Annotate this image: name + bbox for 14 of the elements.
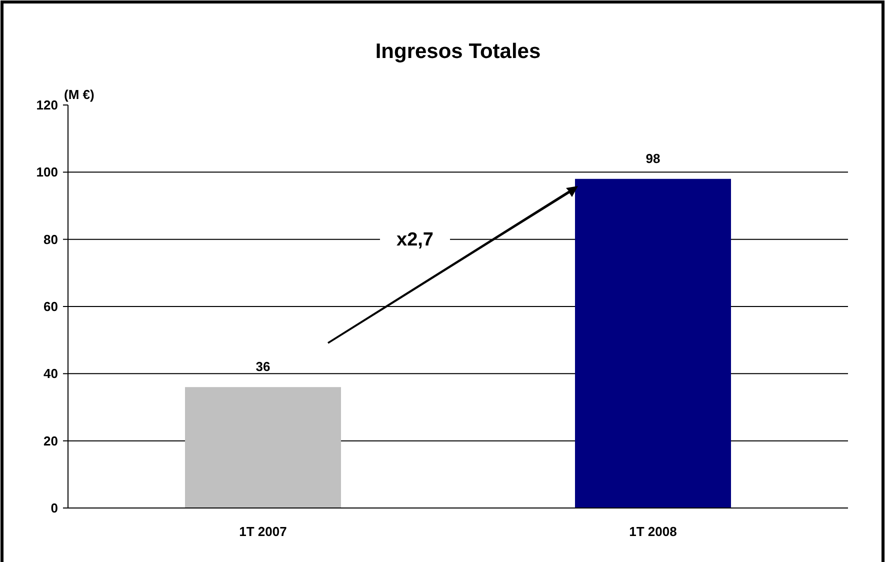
y-tick-label: 80 [44,232,58,247]
chart-title: Ingresos Totales [375,40,541,63]
y-tick-label: 20 [44,433,58,448]
y-tick-label: 60 [44,299,58,314]
y-tick-label: 40 [44,366,58,382]
data-label: 36 [256,359,270,374]
y-tick-label: 100 [36,164,58,180]
annotation: x2,7 [396,230,434,251]
y-axis-title: (M €) [64,87,94,102]
x-tick-label: 1T 2008 [629,524,677,539]
y-tick-label: 0 [50,500,58,516]
x-tick-label: 1T 2007 [239,524,287,539]
y-tick-label: 120 [36,98,58,113]
data-label: 98 [646,150,660,166]
